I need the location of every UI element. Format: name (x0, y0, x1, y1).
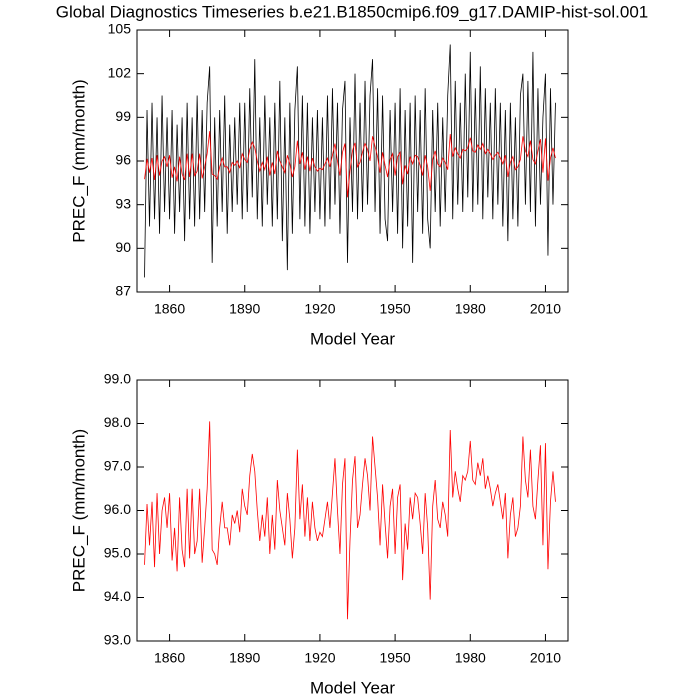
y-tick-label: 105 (108, 21, 132, 37)
y-axis-label: PREC_F (mm/month) (69, 429, 88, 592)
x-axis-label: Model Year (310, 329, 395, 348)
y-tick-label: 96 (115, 152, 131, 168)
y-tick-label: 93.0 (104, 632, 131, 648)
y-tick-label: 94.0 (104, 588, 131, 604)
y-tick-label: 99 (115, 108, 131, 124)
y-tick-label: 90 (115, 239, 131, 255)
y-tick-label: 98.0 (104, 414, 131, 430)
y-tick-label: 96.0 (104, 501, 131, 517)
y-tick-label: 102 (108, 64, 132, 80)
figure-title: Global Diagnostics Timeseries b.e21.B185… (56, 2, 648, 21)
x-tick-label: 1890 (229, 650, 260, 666)
data-line (144, 44, 556, 278)
x-axis-label: Model Year (310, 678, 395, 697)
x-tick-label: 1950 (380, 301, 411, 317)
x-tick-label: 2010 (530, 650, 561, 666)
x-tick-label: 1950 (380, 650, 411, 666)
x-tick-label: 2010 (530, 301, 561, 317)
x-tick-label: 1860 (154, 301, 185, 317)
y-axis-label: PREC_F (mm/month) (69, 79, 88, 242)
data-line (144, 421, 556, 620)
y-tick-label: 87 (115, 283, 131, 299)
x-tick-label: 1980 (455, 650, 486, 666)
y-tick-label: 95.0 (104, 545, 131, 561)
y-tick-label: 99.0 (104, 371, 131, 387)
x-tick-label: 1920 (304, 650, 335, 666)
x-tick-label: 1980 (455, 301, 486, 317)
data-line (144, 131, 556, 198)
y-tick-label: 97.0 (104, 458, 131, 474)
x-tick-label: 1920 (304, 301, 335, 317)
x-tick-label: 1860 (154, 650, 185, 666)
y-tick-label: 93 (115, 195, 131, 211)
x-tick-label: 1890 (229, 301, 260, 317)
